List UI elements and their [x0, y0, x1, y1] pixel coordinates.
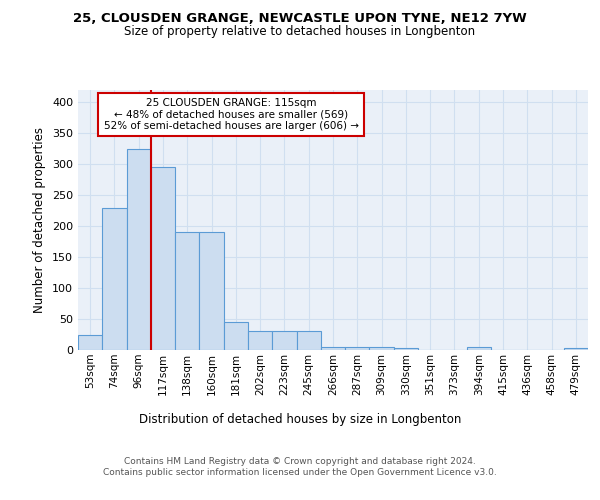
Bar — [394, 348, 418, 350]
Bar — [102, 208, 127, 350]
Y-axis label: Number of detached properties: Number of detached properties — [34, 127, 46, 313]
Text: 25 CLOUSDEN GRANGE: 115sqm
← 48% of detached houses are smaller (569)
52% of sem: 25 CLOUSDEN GRANGE: 115sqm ← 48% of deta… — [104, 98, 359, 131]
Bar — [127, 149, 151, 350]
Bar — [78, 334, 102, 350]
Bar — [151, 168, 175, 350]
Bar — [224, 322, 248, 350]
Bar — [321, 347, 345, 350]
Bar — [296, 332, 321, 350]
Text: 25, CLOUSDEN GRANGE, NEWCASTLE UPON TYNE, NE12 7YW: 25, CLOUSDEN GRANGE, NEWCASTLE UPON TYNE… — [73, 12, 527, 26]
Bar — [175, 232, 199, 350]
Bar — [467, 347, 491, 350]
Bar — [564, 348, 588, 350]
Bar — [199, 232, 224, 350]
Bar — [345, 347, 370, 350]
Bar — [370, 347, 394, 350]
Text: Contains HM Land Registry data © Crown copyright and database right 2024.
Contai: Contains HM Land Registry data © Crown c… — [103, 458, 497, 477]
Text: Distribution of detached houses by size in Longbenton: Distribution of detached houses by size … — [139, 412, 461, 426]
Bar — [248, 332, 272, 350]
Text: Size of property relative to detached houses in Longbenton: Size of property relative to detached ho… — [124, 25, 476, 38]
Bar — [272, 332, 296, 350]
